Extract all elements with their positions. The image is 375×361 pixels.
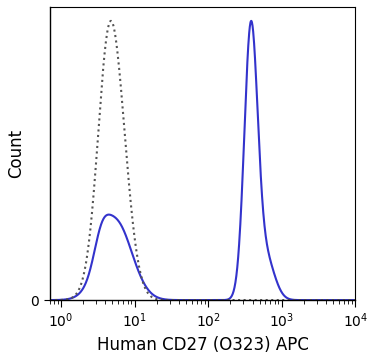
Y-axis label: Count: Count — [7, 129, 25, 178]
X-axis label: Human CD27 (O323) APC: Human CD27 (O323) APC — [97, 336, 309, 354]
